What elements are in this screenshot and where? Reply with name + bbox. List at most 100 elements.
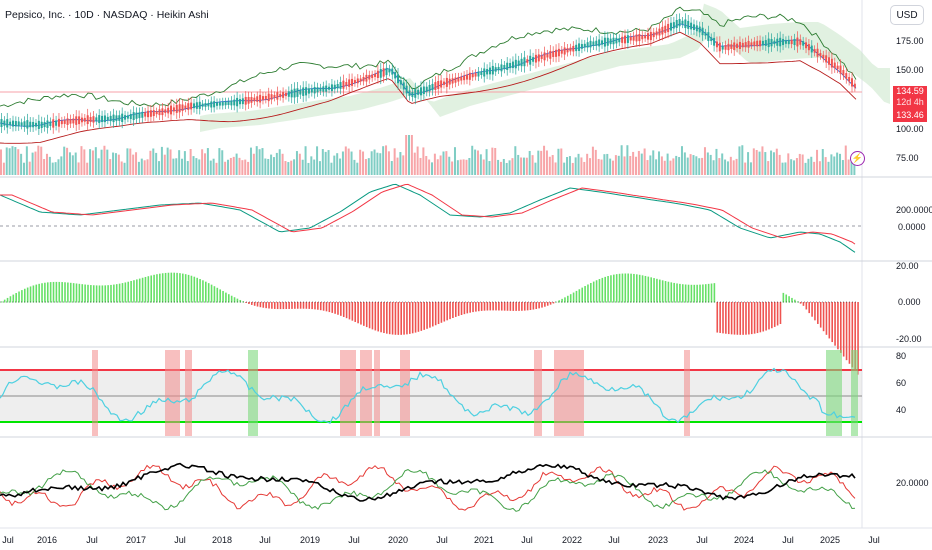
volume-bar: [557, 148, 560, 175]
candle-body: [442, 81, 445, 85]
histogram-bar: [365, 302, 368, 328]
volume-bar: [201, 149, 204, 175]
volume-bar: [804, 162, 807, 175]
histogram-bar: [664, 281, 667, 303]
candle-body: [560, 49, 563, 54]
histogram-bar: [35, 284, 38, 303]
volume-bar: [752, 148, 755, 175]
volume-bar: [451, 161, 454, 175]
volume-bar: [563, 162, 566, 175]
volume-bar: [382, 146, 385, 175]
candle-body: [431, 83, 434, 91]
volume-bar: [48, 156, 51, 175]
candle-body: [181, 104, 184, 111]
candle-body: [213, 101, 216, 108]
volume-bar: [678, 157, 681, 175]
histogram-bar: [124, 282, 127, 303]
histogram-bar: [64, 282, 66, 303]
time-axis-label: 2024: [734, 535, 754, 545]
histogram-bar: [282, 302, 285, 310]
currency-button[interactable]: USD: [890, 5, 924, 25]
histogram-bar: [95, 285, 98, 303]
histogram-bar: [687, 284, 690, 303]
candle-body: [609, 38, 612, 45]
volume-bar: [543, 145, 546, 175]
candle-body: [388, 68, 391, 73]
histogram-bar: [225, 292, 227, 303]
histogram-bar: [159, 273, 161, 303]
histogram-bar: [704, 284, 707, 303]
lightning-icon[interactable]: ⚡: [850, 151, 865, 166]
volume-bar: [353, 159, 356, 175]
histogram-bar: [828, 302, 831, 339]
candle-body: [540, 55, 543, 59]
volume-bar: [169, 149, 172, 175]
histogram-bar: [268, 302, 270, 309]
candle-body: [468, 72, 471, 80]
candle-body: [359, 78, 362, 82]
candle-body: [802, 41, 805, 46]
candle-body: [98, 115, 101, 124]
histogram-bar: [483, 302, 486, 311]
candle-body: [638, 34, 641, 42]
histogram-bar: [239, 299, 242, 303]
candle-body: [796, 37, 799, 47]
volume-bar: [106, 149, 109, 175]
histogram-bar: [857, 302, 859, 375]
candle-body: [687, 20, 690, 29]
candle-body: [647, 33, 649, 40]
histogram-bar: [653, 278, 655, 303]
candle-body: [46, 120, 49, 128]
histogram-bar: [808, 302, 811, 314]
candle-body: [305, 87, 308, 96]
candle-body: [238, 99, 241, 105]
histogram-bar: [670, 282, 673, 303]
histogram-bar: [411, 302, 414, 334]
candle-body: [230, 100, 233, 106]
histogram-bar: [489, 302, 492, 311]
candle-body: [520, 58, 523, 67]
histogram-bar: [546, 302, 549, 306]
histogram-bar: [690, 284, 693, 303]
histogram-bar: [423, 302, 425, 330]
histogram-bar: [288, 302, 290, 309]
histogram-bar: [322, 302, 325, 311]
candle-body: [172, 107, 175, 112]
histogram-bar: [742, 302, 744, 335]
candle-body: [422, 86, 425, 95]
candle-body: [437, 81, 440, 90]
histogram-bar: [325, 302, 328, 312]
candle-body: [830, 58, 833, 68]
histogram-bar: [840, 302, 842, 353]
candle-body: [813, 49, 816, 53]
histogram-bar: [799, 302, 802, 304]
candle-body: [60, 120, 63, 125]
volume-bar: [275, 152, 278, 175]
histogram-bar: [627, 273, 629, 303]
candle-body: [299, 89, 302, 95]
volume-bar: [356, 162, 359, 175]
histogram-bar: [199, 279, 201, 303]
volume-bar: [51, 162, 54, 175]
candle-body: [667, 23, 670, 33]
candle-body: [440, 80, 443, 88]
histogram-bar: [397, 302, 400, 335]
candle-body: [9, 121, 12, 126]
volume-bar: [551, 155, 554, 175]
candle-body: [322, 86, 325, 92]
histogram-bar: [558, 300, 561, 303]
candle-body: [624, 35, 627, 44]
volume-bar: [445, 151, 448, 175]
candle-body: [115, 115, 118, 122]
candle-body: [684, 19, 687, 29]
candle-body: [583, 43, 586, 48]
histogram-bar: [210, 284, 213, 303]
volume-bar: [534, 162, 537, 175]
candle-body: [810, 45, 813, 53]
time-axis-label: 2018: [212, 535, 232, 545]
candle-body: [57, 118, 60, 127]
candle-body: [474, 72, 477, 77]
candle-body: [603, 37, 606, 47]
volume-bar: [0, 149, 2, 175]
